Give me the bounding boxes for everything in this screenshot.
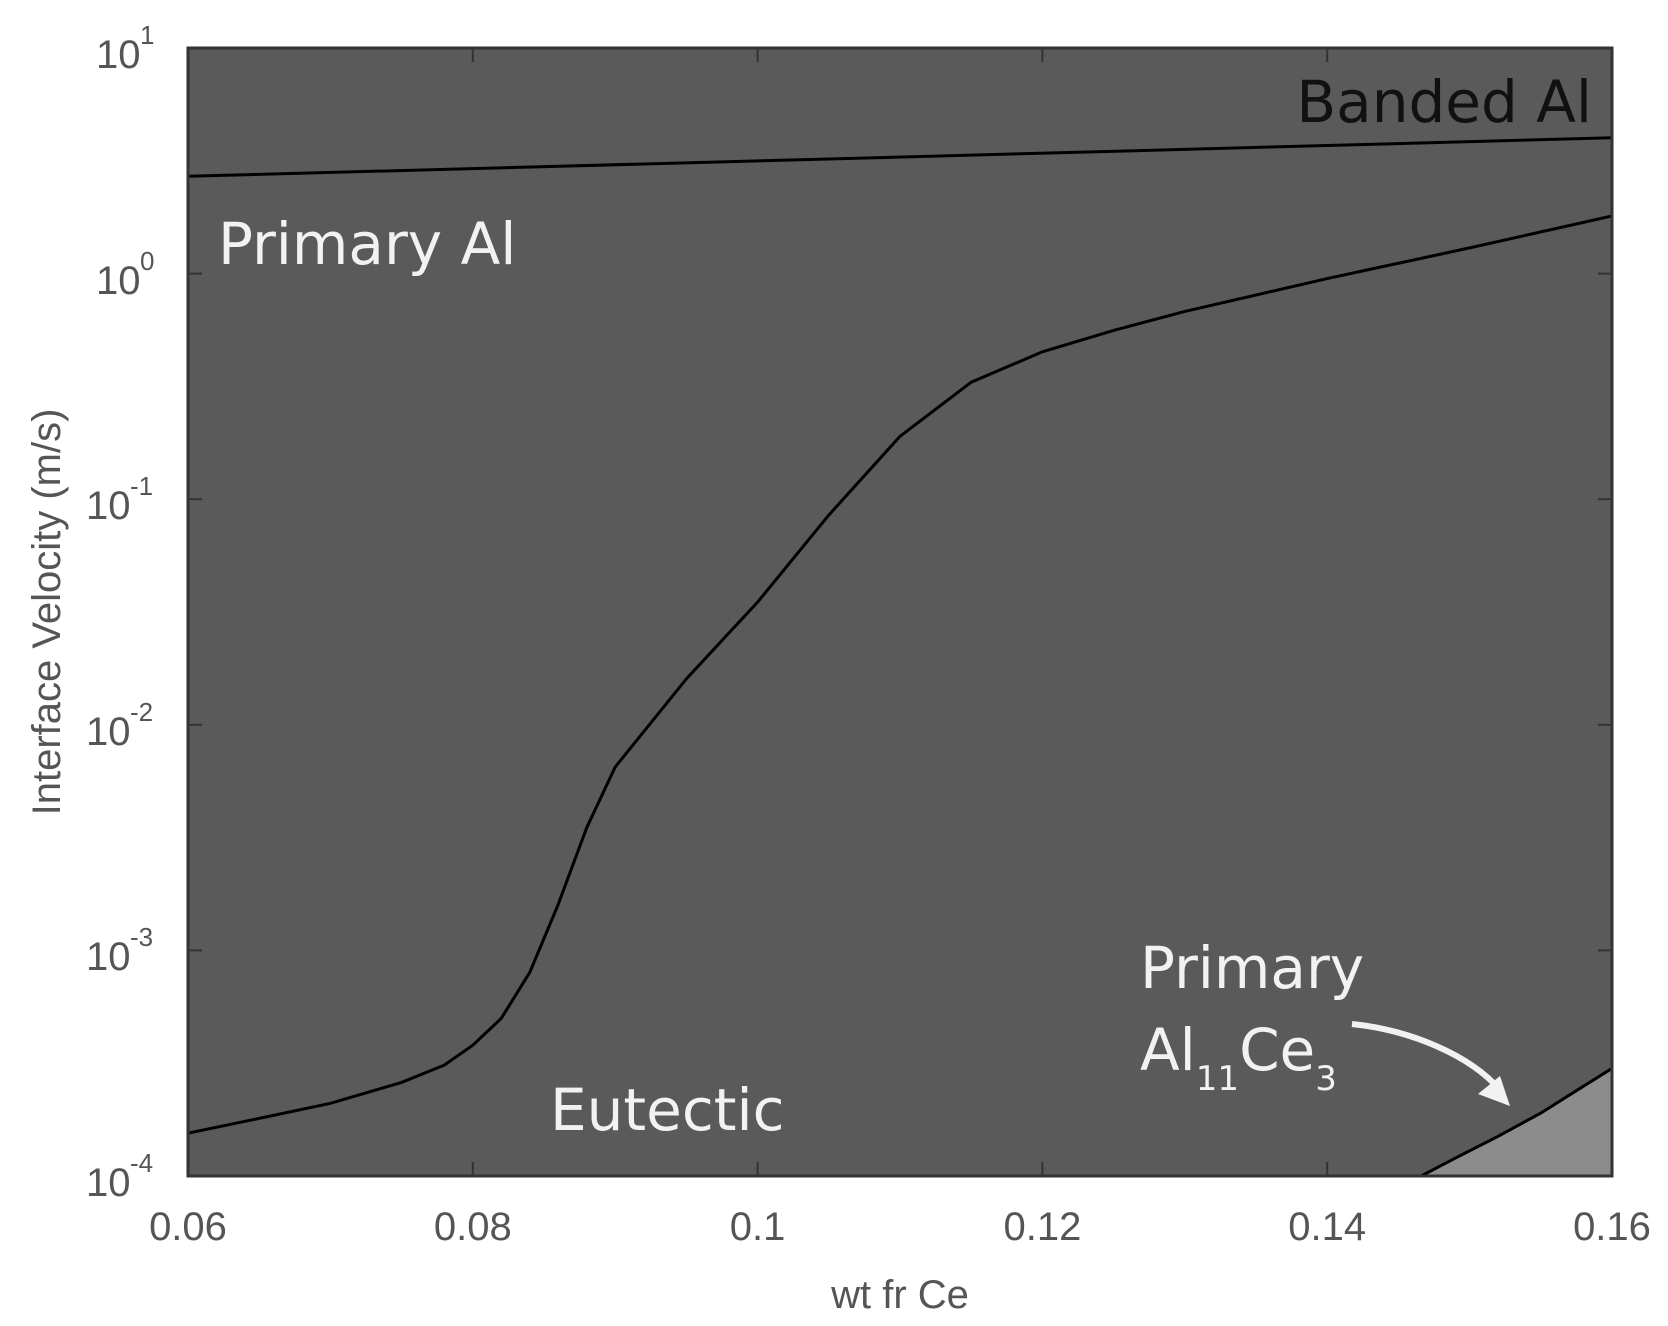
y-tick-label: 10 -1 <box>86 471 153 528</box>
x-tick-label: 0.12 <box>1003 1205 1081 1249</box>
banded-primary-boundary <box>188 136 1612 178</box>
y-tick-label: 10 1 <box>96 20 154 77</box>
svg-text:10: 10 <box>96 259 141 303</box>
svg-text:0: 0 <box>140 246 154 276</box>
eutectic-label: Eutectic <box>550 1076 784 1144</box>
x-tick-label: 0.06 <box>149 1205 227 1249</box>
primary-al11ce3-label-line2: Al11Ce3 <box>1140 1016 1337 1099</box>
arrow-head-icon <box>1478 1076 1510 1106</box>
y-tick-label: 10 0 <box>96 246 154 303</box>
y-tick-label: 10 -2 <box>86 697 153 754</box>
svg-text:10: 10 <box>96 33 141 77</box>
svg-text:10: 10 <box>86 710 131 754</box>
svg-text:10: 10 <box>86 484 131 528</box>
arrow-icon <box>1351 1021 1503 1092</box>
banded-al-label: Banded Al <box>1296 68 1592 136</box>
primary-eutectic-boundary <box>188 214 1612 1135</box>
svg-text:-3: -3 <box>130 922 153 952</box>
svg-text:-1: -1 <box>130 471 153 501</box>
primary-al11ce3-region <box>1421 1068 1612 1176</box>
eutectic-al11ce3-boundary <box>1420 1067 1612 1176</box>
y-tick-label: 10 -4 <box>86 1148 153 1205</box>
primary-al-label: Primary Al <box>218 210 516 278</box>
svg-text:-2: -2 <box>130 697 153 727</box>
x-tick-label: 0.1 <box>730 1205 786 1249</box>
eutectic-region <box>188 48 1612 1176</box>
x-axis-label: wt fr Ce <box>830 1273 969 1317</box>
svg-text:-4: -4 <box>130 1148 153 1178</box>
x-tick-label: 0.08 <box>434 1205 512 1249</box>
x-tick-label: 0.14 <box>1288 1205 1366 1249</box>
plot-frame <box>186 46 1614 1178</box>
x-tick-label: 0.16 <box>1573 1205 1651 1249</box>
tick-marks <box>187 47 1613 1177</box>
svg-text:1: 1 <box>140 20 154 50</box>
svg-text:10: 10 <box>86 1161 131 1205</box>
y-tick-label: 10 -3 <box>86 922 153 979</box>
y-axis-label: Interface Velocity (m/s) <box>25 409 69 816</box>
svg-text:10: 10 <box>86 935 131 979</box>
primary-al11ce3-label-line1: Primary <box>1140 934 1364 1002</box>
